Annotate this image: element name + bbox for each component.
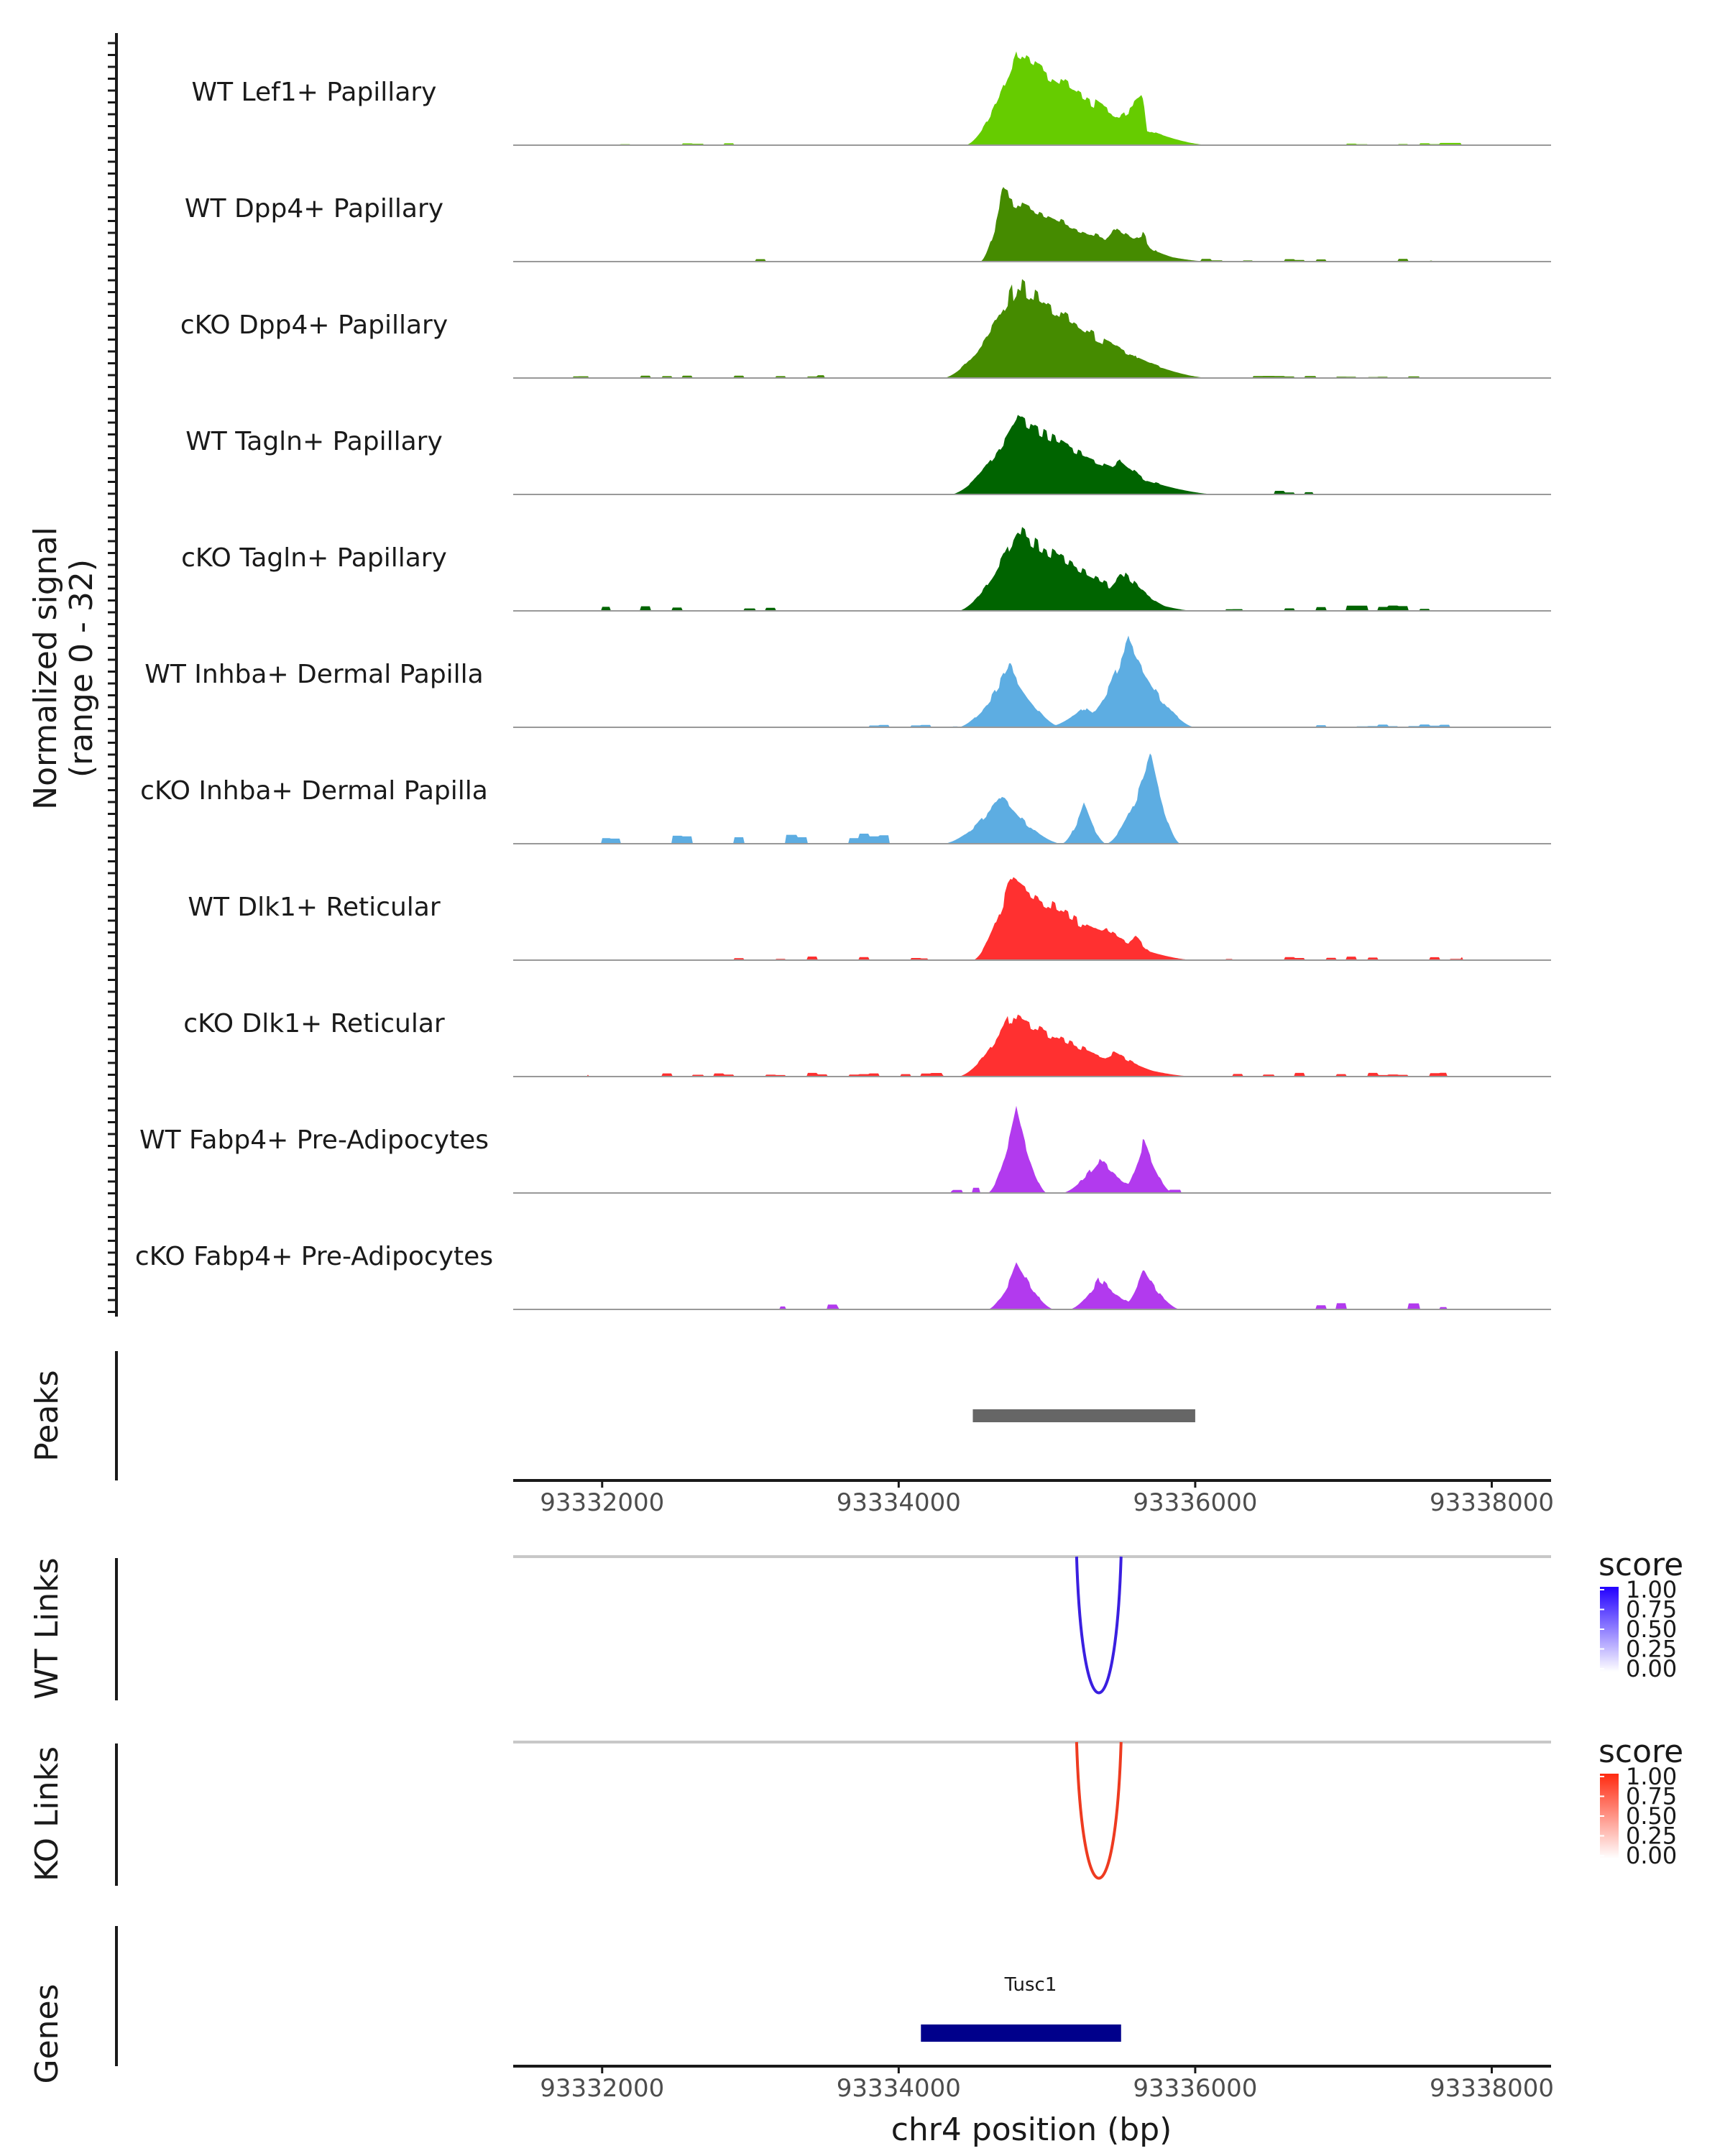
coverage-area-cko-dpp4-papillary	[513, 279, 1551, 378]
peak-regions	[972, 1409, 1195, 1422]
track-wt-lef1-papillary: WT Lef1+ Papillary	[192, 51, 1551, 146]
legend-tick-label: 1.00	[1626, 1576, 1677, 1603]
links-track-label: KO Links	[29, 1746, 65, 1881]
link-arc	[1075, 1741, 1123, 1880]
legend-title: score	[1598, 1733, 1683, 1770]
x-axis-bottom: 93332000 93334000 93336000 93338000	[513, 2065, 1554, 2103]
gene-models: Tusc1	[921, 1974, 1121, 2042]
track-wt-dpp4-papillary: WT Dpp4+ Papillary	[185, 187, 1551, 262]
peak-region	[972, 1409, 1195, 1422]
links-track-label: WT Links	[29, 1557, 65, 1699]
track-label: WT Fabp4+ Pre-Adipocytes	[139, 1125, 489, 1155]
track-label: WT Lef1+ Papillary	[192, 78, 437, 107]
peaks-track-label: Peaks	[29, 1370, 65, 1461]
genes-track-label: Genes	[29, 1984, 65, 2083]
x-axis-top: 93332000 93334000 93336000 93338000	[513, 1479, 1554, 1517]
track-label: cKO Inhba+ Dermal Papilla	[140, 776, 488, 806]
x-tick-label: 93334000	[837, 1488, 961, 1517]
link-arc	[1075, 1556, 1123, 1695]
links-track-ko-links: KO Links	[29, 1741, 1551, 1886]
track-label: cKO Dpp4+ Papillary	[180, 310, 448, 340]
coverage-area-wt-fabp4-pre-adipocytes	[513, 1105, 1551, 1193]
legend-tick-label: 0.50	[1626, 1616, 1677, 1643]
track-label: WT Dlk1+ Reticular	[188, 893, 440, 922]
score-legends: score1.000.750.500.250.00score1.000.750.…	[1598, 1547, 1683, 1869]
links-tracks: WT Links KO Links	[29, 1555, 1551, 1886]
x-tick-label: 93336000	[1133, 2074, 1257, 2103]
track-label: WT Inhba+ Dermal Papilla	[144, 660, 483, 689]
links-track-wt-links: WT Links	[29, 1555, 1551, 1700]
y-axis-label-line1: Normalized signal	[27, 527, 64, 810]
coverage-area-wt-tagln-papillary	[513, 415, 1551, 494]
y-axis-label-line2: (range 0 - 32)	[63, 559, 100, 778]
track-cko-fabp4-pre-adipocytes: cKO Fabp4+ Pre-Adipocytes	[135, 1242, 1551, 1310]
coverage-area-cko-dlk1-reticular	[513, 1014, 1551, 1077]
coverage-area-cko-tagln-papillary	[513, 527, 1551, 611]
legend-tick-label: 0.75	[1626, 1596, 1677, 1623]
x-tick-label: 93332000	[540, 1488, 664, 1517]
gene-model-tusc1	[921, 2024, 1121, 2042]
legend-tick-label: 1.00	[1626, 1763, 1677, 1790]
legend-tick-label: 0.00	[1626, 1655, 1677, 1682]
genes-track: Genes Tusc1	[29, 1926, 1121, 2084]
track-label: WT Dpp4+ Papillary	[185, 194, 443, 224]
coverage-area-wt-lef1-papillary	[513, 51, 1551, 145]
track-cko-dlk1-reticular: cKO Dlk1+ Reticular	[183, 1009, 1551, 1077]
track-label: cKO Dlk1+ Reticular	[183, 1009, 445, 1038]
track-cko-inhba-dermal-papilla: cKO Inhba+ Dermal Papilla	[140, 753, 1551, 844]
coverage-area-cko-inhba-dermal-papilla	[513, 753, 1551, 844]
coverage-area-wt-inhba-dermal-papilla	[513, 635, 1551, 727]
coverage-area-cko-fabp4-pre-adipocytes	[513, 1262, 1551, 1309]
track-wt-fabp4-pre-adipocytes: WT Fabp4+ Pre-Adipocytes	[139, 1105, 1551, 1194]
coverage-y-axis	[108, 33, 118, 1317]
coverage-tracks: WT Lef1+ Papillary WT Dpp4+ Papillary cKO …	[135, 51, 1551, 1310]
x-tick-label: 93338000	[1430, 1488, 1554, 1517]
coverage-area-wt-dpp4-papillary	[513, 187, 1551, 262]
x-tick-label: 93338000	[1430, 2074, 1554, 2103]
coverage-area-wt-dlk1-reticular	[513, 877, 1551, 960]
track-cko-dpp4-papillary: cKO Dpp4+ Papillary	[180, 279, 1551, 379]
y-axis-label-coverage: Normalized signal (range 0 - 32)	[27, 527, 100, 810]
track-label: WT Tagln+ Papillary	[185, 427, 443, 456]
gene-label: Tusc1	[1004, 1974, 1057, 1996]
x-tick-label: 93334000	[837, 2074, 961, 2103]
track-cko-tagln-papillary: cKO Tagln+ Papillary	[181, 527, 1551, 612]
legend-tick-label: 0.75	[1626, 1783, 1677, 1810]
track-label: cKO Tagln+ Papillary	[181, 543, 447, 573]
legend-title: score	[1598, 1547, 1683, 1583]
legend-tick-label: 0.00	[1626, 1842, 1677, 1869]
x-tick-label: 93336000	[1133, 1488, 1257, 1517]
track-label: cKO Fabp4+ Pre-Adipocytes	[135, 1242, 493, 1271]
x-tick-label: 93332000	[540, 2074, 664, 2103]
track-wt-inhba-dermal-papilla: WT Inhba+ Dermal Papilla	[144, 635, 1551, 728]
peaks-track: Peaks	[29, 1351, 1195, 1480]
legend-tick-label: 0.25	[1626, 1636, 1677, 1663]
track-wt-tagln-papillary: WT Tagln+ Papillary	[185, 415, 1551, 495]
legend-tick-label: 0.50	[1626, 1802, 1677, 1830]
x-axis-title: chr4 position (bp)	[891, 2111, 1172, 2148]
legend-tick-label: 0.25	[1626, 1823, 1677, 1850]
track-wt-dlk1-reticular: WT Dlk1+ Reticular	[188, 877, 1551, 961]
